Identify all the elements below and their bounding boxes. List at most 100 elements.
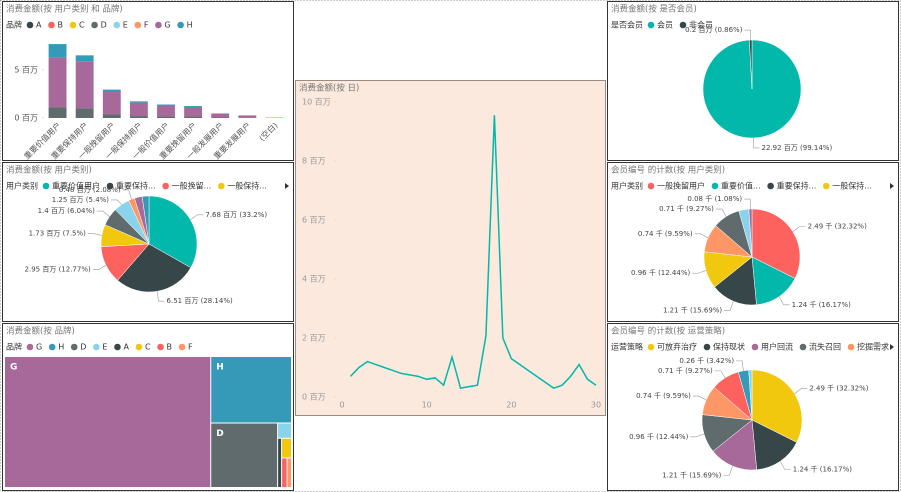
leader-line [724, 301, 734, 311]
tile-label: G [10, 363, 17, 373]
pie-slice [141, 195, 150, 245]
legend-label: G [164, 21, 170, 30]
bar-segment [102, 114, 121, 118]
bar-segment [129, 101, 148, 103]
panel-title: 会员编号 的计数(按 用户类别) [611, 165, 725, 176]
bar-segment [265, 117, 284, 118]
pie-slice [712, 419, 757, 471]
y-tick-label: 0 百万 [14, 114, 38, 123]
legend-swatch [162, 182, 169, 190]
data-label: 1.24 千 (16.17%) [793, 465, 852, 474]
legend-swatch [69, 21, 77, 29]
treemap-tile [282, 458, 287, 487]
panel [295, 80, 606, 416]
data-label: 1.24 千 (16.17%) [792, 300, 851, 309]
data-label: 2.49 千 (32.32%) [809, 383, 868, 392]
legend-swatch [155, 21, 162, 29]
bar-segment [184, 105, 203, 107]
legend-label: D [80, 343, 86, 352]
legend-swatch [106, 182, 114, 190]
line-series [349, 115, 597, 390]
leader-line [692, 270, 707, 274]
pie-slice [751, 208, 801, 279]
data-label: 1.21 千 (15.69%) [662, 470, 721, 479]
legend-label: 非会员 [689, 20, 713, 30]
bar-segment [102, 92, 121, 115]
leader-line [715, 208, 727, 217]
legend-swatch [767, 182, 774, 190]
legend-title: 用户类别 [6, 181, 38, 191]
leader-line [692, 395, 707, 401]
y-tick-label: 5 百万 [14, 65, 38, 74]
data-label: 0.71 千 (9.27%) [658, 366, 713, 375]
legend-label: B [167, 343, 173, 352]
data-label: 0.48 百万 (2.08%) [59, 186, 121, 194]
legend-more-arrow [890, 344, 894, 350]
data-label: 1.4 百万 (6.04%) [38, 207, 96, 215]
leader-line [794, 388, 808, 394]
legend-label: 重要价值用户 [52, 181, 100, 191]
legend-label: H [58, 343, 64, 352]
treemap-tile [5, 357, 211, 487]
legend-swatch [114, 343, 121, 351]
data-label: 0.2 百万 (0.86%) [685, 26, 743, 34]
data-label: 1.25 百万 (5.4%) [52, 196, 110, 204]
leader-line [111, 199, 122, 205]
legend-label: 用户回流 [761, 342, 793, 352]
bar-segment [129, 102, 148, 117]
legend-label: B [57, 21, 63, 30]
legend-swatch [703, 343, 711, 351]
treemap-tile [278, 423, 291, 438]
legend-label: 一般保持... [227, 181, 267, 191]
legend-swatch [70, 343, 78, 351]
data-label: 0.74 千 (9.59%) [638, 229, 693, 238]
legend-swatch [847, 343, 855, 351]
legend-swatch [647, 21, 655, 29]
legend-swatch [113, 21, 121, 29]
leader-line [744, 29, 751, 41]
legend-swatch [157, 343, 164, 351]
treemap-tile [211, 357, 291, 423]
y-tick-label: 4 百万 [302, 275, 326, 284]
treemap-tile [282, 438, 291, 458]
legend-title: 是否会员 [611, 20, 643, 30]
leader-line [778, 296, 790, 306]
legend-label: 保持现状 [713, 342, 745, 352]
panel-title: 消费金额(按 是否会员) [611, 4, 697, 15]
x-tick-label: 30 [591, 401, 601, 410]
y-tick-label: 10 百万 [302, 98, 331, 107]
bar-segment [157, 105, 175, 117]
legend-swatch [42, 182, 50, 190]
legend-label: C [79, 21, 85, 30]
panel-title: 会员编号 的计数(按 运营策略) [611, 326, 725, 337]
legend-label: 重要保持... [116, 181, 156, 191]
bar-segment [184, 106, 203, 117]
legend-swatch [178, 343, 186, 351]
panel-title: 消费金额(按 品牌) [6, 326, 75, 337]
leader-line [156, 291, 165, 302]
legend-swatch [93, 343, 100, 351]
legend-label: G [36, 343, 42, 352]
leader-line [753, 137, 760, 149]
bar-segment [48, 107, 67, 118]
legend-swatch [48, 343, 56, 351]
leader-line [87, 233, 102, 236]
data-label: 2.49 千 (32.32%) [808, 222, 867, 231]
legend-label: 可放弃治疗 [657, 342, 697, 352]
legend-swatch [647, 182, 655, 190]
legend-swatch [711, 182, 719, 190]
y-tick-label: 8 百万 [302, 157, 326, 166]
leader-line [744, 198, 751, 210]
legend-label: 重要保持... [777, 181, 817, 191]
bar-segment [75, 108, 94, 118]
y-tick-label: 2 百万 [302, 334, 326, 343]
data-label: 1.21 千 (15.69%) [663, 305, 722, 314]
legend-swatch [26, 21, 34, 29]
legend-label: 会员 [657, 20, 673, 30]
legend-more-arrow [890, 183, 894, 189]
legend-label: E [123, 21, 128, 30]
legend-swatch [177, 21, 184, 29]
data-label: 6.51 百万 (28.14%) [167, 297, 233, 305]
treemap-tile [278, 438, 282, 487]
